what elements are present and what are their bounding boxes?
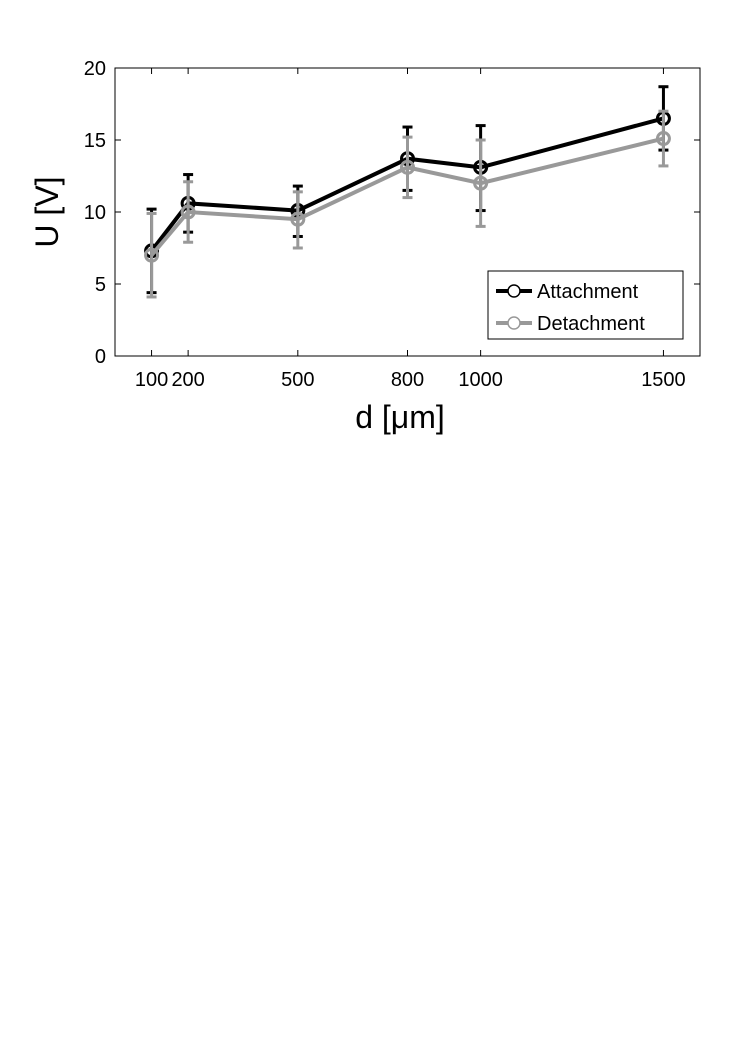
y-tick-label: 20 [84, 58, 106, 80]
legend-marker [507, 284, 521, 298]
legend-box [487, 270, 684, 340]
x-tick-label: 1500 [641, 369, 686, 391]
legend-label-detachment: Detachment [537, 313, 645, 335]
x-tick-label: 1000 [458, 369, 503, 391]
data-point [655, 131, 671, 147]
x-axis-ticks: 100 200 500 800 1000 1500 [135, 68, 686, 391]
x-axis-label: d [μm] [355, 399, 445, 435]
data-point [400, 159, 415, 175]
y-tick-label: 10 [84, 202, 106, 224]
y-tick-label: 0 [95, 346, 106, 368]
legend: Attachment Detachment [487, 270, 684, 340]
data-point [290, 211, 306, 227]
x-tick-label: 800 [391, 369, 424, 391]
legend-marker [507, 316, 521, 330]
data-point [144, 247, 160, 263]
data-point [180, 204, 196, 220]
data-point [473, 175, 489, 191]
x-tick-label: 500 [281, 369, 314, 391]
series-detachment [144, 109, 671, 299]
x-tick-label: 200 [171, 369, 204, 391]
y-axis-label: U [V] [29, 176, 65, 247]
x-tick-label: 100 [135, 369, 168, 391]
y-axis-ticks: 0 5 10 15 20 [84, 58, 700, 368]
y-tick-label: 15 [84, 130, 106, 152]
y-tick-label: 5 [95, 274, 106, 296]
series-layer [144, 85, 671, 299]
series-line [150, 136, 664, 257]
legend-label-attachment: Attachment [537, 281, 639, 303]
